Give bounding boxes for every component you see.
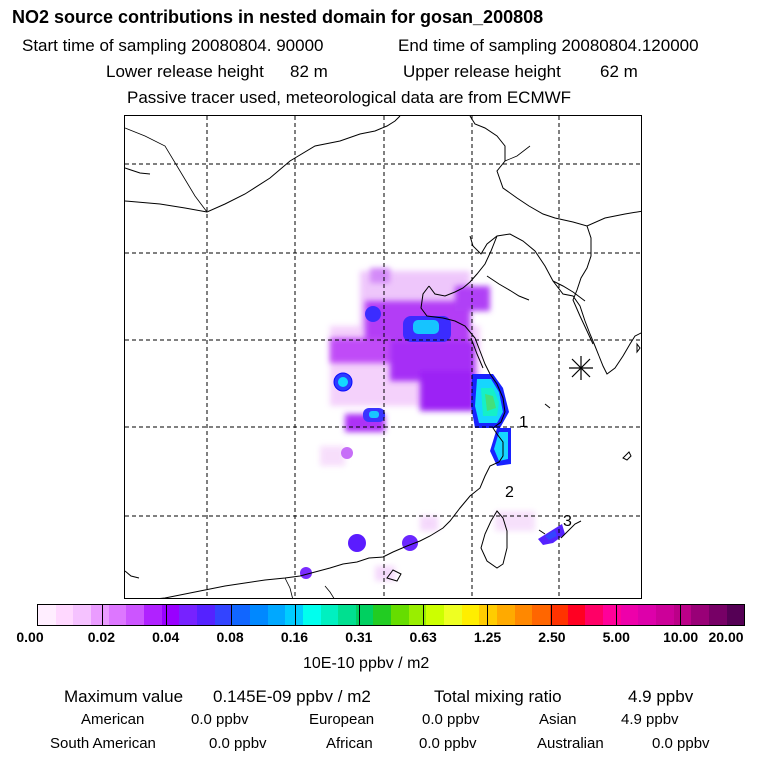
colorbar-swatch — [232, 605, 250, 625]
start-time-label: Start time of sampling 20080804. 90000 — [22, 36, 324, 55]
colorbar-swatch — [461, 605, 480, 625]
source-marker-3: 3 — [563, 513, 572, 530]
coastlines — [125, 116, 641, 598]
lower-release-value: 82 m — [290, 62, 328, 81]
colorbar-swatch — [620, 605, 639, 625]
colorbar-swatch — [108, 605, 127, 625]
colorbar-swatch — [73, 605, 91, 625]
receptor-site-icon — [569, 356, 593, 380]
colorbar-tick-label: 0.04 — [152, 629, 180, 645]
colorbar-swatch — [126, 605, 144, 625]
total-mixing-value: 4.9 ppbv — [628, 687, 694, 706]
colorbar-swatch — [55, 605, 74, 625]
max-value-label: Maximum value — [64, 687, 184, 706]
colorbar-tick-label: 2.50 — [538, 629, 566, 645]
region-name: Australian — [537, 735, 604, 752]
country-borders — [125, 127, 531, 598]
colorbar — [37, 604, 745, 626]
colorbar-swatch — [550, 605, 568, 625]
region-value: 0.0 ppbv — [652, 735, 710, 752]
plot-title: NO2 source contributions in nested domai… — [12, 7, 544, 27]
colorbar-swatch — [638, 605, 656, 625]
colorbar-tick-label: 0.31 — [345, 629, 373, 645]
colorbar-divider — [294, 605, 296, 625]
coastal-peak-plume — [471, 374, 565, 545]
colorbar-swatch — [444, 605, 462, 625]
colorbar-swatch — [532, 605, 551, 625]
colorbar-swatch — [161, 605, 180, 625]
colorbar-swatch — [355, 605, 374, 625]
region-value: 0.0 ppbv — [191, 711, 249, 728]
colorbar-swatch — [143, 605, 162, 625]
end-time-label: End time of sampling 20080804.120000 — [398, 36, 699, 55]
colorbar-tick-label: 0.02 — [87, 629, 115, 645]
colorbar-swatch — [196, 605, 215, 625]
upper-release-label: Upper release height — [403, 62, 561, 81]
colorbar-swatch — [373, 605, 392, 625]
region-name: African — [326, 735, 373, 752]
colorbar-swatch — [673, 605, 692, 625]
colorbar-divider — [102, 605, 104, 625]
colorbar-tick-label: 1.25 — [473, 629, 502, 645]
colorbar-swatch — [320, 605, 339, 625]
upper-release-value: 62 m — [600, 62, 638, 81]
colorbar-divider — [679, 605, 681, 625]
colorbar-divider — [358, 605, 360, 625]
colorbar-swatch — [302, 605, 321, 625]
colorbar-swatch — [497, 605, 515, 625]
colorbar-tick-label: 0.08 — [216, 629, 244, 645]
colorbar-tick-label: 10.00 — [663, 629, 699, 645]
colorbar-swatch — [585, 605, 603, 625]
region-value: 4.9 ppbv — [621, 711, 679, 728]
colorbar-swatch — [426, 605, 445, 625]
colorbar-tick-label: 0.00 — [16, 629, 44, 645]
colorbar-swatch — [655, 605, 674, 625]
colorbar-swatch — [249, 605, 268, 625]
colorbar-swatch — [708, 605, 727, 625]
high-concentration-spots — [300, 306, 451, 579]
medium-concentration-plume — [330, 268, 490, 432]
colorbar-divider — [615, 605, 617, 625]
region-value: 0.0 ppbv — [419, 735, 477, 752]
colorbar-swatch — [267, 605, 286, 625]
tracer-note: Passive tracer used, meteorological data… — [127, 88, 572, 107]
max-value: 0.145E-09 ppbv / m2 — [213, 687, 371, 706]
region-name: American — [81, 711, 145, 728]
lower-release-label: Lower release height — [106, 62, 264, 81]
colorbar-tick-label: 0.63 — [409, 629, 437, 645]
colorbar-unit: 10E-10 ppbv / m2 — [303, 655, 430, 672]
region-value: 0.0 ppbv — [422, 711, 480, 728]
colorbar-swatch — [726, 605, 745, 625]
colorbar-swatch — [179, 605, 197, 625]
colorbar-swatch — [38, 605, 56, 625]
colorbar-tick-label: 5.00 — [602, 629, 630, 645]
colorbar-swatch — [214, 605, 233, 625]
map-canvas: 1 2 3 — [125, 116, 641, 598]
colorbar-tick-label: 0.16 — [280, 629, 309, 645]
colorbar-tick-label: 20.00 — [708, 629, 744, 645]
colorbar-swatch — [603, 605, 621, 625]
colorbar-swatch — [691, 605, 709, 625]
colorbar-swatch — [408, 605, 427, 625]
colorbar-divider — [166, 605, 168, 625]
colorbar-swatch — [285, 605, 303, 625]
region-name: European — [309, 711, 375, 728]
colorbar-divider — [230, 605, 232, 625]
colorbar-swatch — [90, 605, 109, 625]
region-name: Asian — [539, 711, 577, 728]
total-mixing-label: Total mixing ratio — [434, 687, 562, 706]
colorbar-swatch — [567, 605, 586, 625]
lat-lon-grid — [125, 116, 641, 598]
source-marker-2: 2 — [505, 484, 514, 501]
colorbar-swatch — [391, 605, 409, 625]
colorbar-swatch — [514, 605, 533, 625]
colorbar-swatch — [338, 605, 356, 625]
region-name: South American — [50, 735, 156, 752]
region-value: 0.0 ppbv — [209, 735, 267, 752]
source-marker-1: 1 — [519, 414, 528, 431]
colorbar-divider — [487, 605, 489, 625]
map-panel: 1 2 3 — [124, 115, 642, 599]
colorbar-divider — [423, 605, 425, 625]
colorbar-divider — [551, 605, 553, 625]
